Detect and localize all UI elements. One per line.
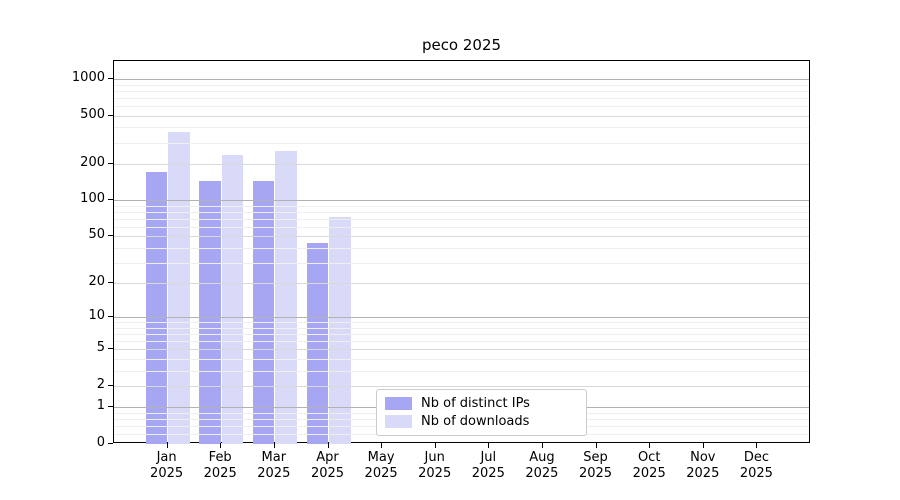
minor-gridline (114, 127, 809, 129)
chart-title: peco 2025 (421, 36, 502, 54)
y-tick-label: 50 (88, 227, 105, 243)
legend-swatch-distinct-ips (385, 397, 412, 410)
y-tick-label: 200 (80, 154, 105, 170)
x-axis-tick (327, 443, 329, 448)
x-tick-label: Apr 2025 (310, 450, 345, 481)
x-axis-tick (381, 443, 383, 448)
minor-gridline (114, 142, 809, 144)
y-axis-tick (108, 78, 113, 79)
x-tick-label: Jul 2025 (471, 450, 505, 481)
minor-gridline (114, 218, 809, 220)
minor-gridline (114, 211, 809, 213)
bar-distinct-ips (252, 180, 275, 444)
x-axis-tick (595, 443, 597, 448)
minor-gridline (114, 322, 809, 324)
major-gridline (114, 200, 809, 202)
x-axis-tick (702, 443, 704, 448)
minor-gridline (114, 106, 809, 107)
bar-downloads (168, 132, 190, 444)
y-axis-tick (108, 162, 113, 164)
bar-distinct-ips (199, 180, 221, 444)
legend-label-distinct-ips: Nb of distinct IPs (421, 396, 530, 411)
bar-distinct-ips (145, 172, 168, 444)
x-tick-label: Nov 2025 (686, 450, 720, 481)
y-axis-tick (108, 385, 113, 386)
bar-downloads (329, 216, 351, 444)
x-tick-label: Feb 2025 (203, 450, 237, 481)
legend-entry-downloads: Nb of downloads (385, 414, 578, 429)
major-gridline (114, 163, 809, 165)
x-axis-tick (220, 443, 222, 448)
y-axis-tick (108, 282, 113, 284)
y-tick-label: 500 (80, 106, 105, 122)
minor-gridline (114, 327, 809, 329)
minor-gridline (114, 90, 809, 92)
major-gridline (114, 386, 809, 387)
x-tick-label: Jun 2025 (418, 450, 452, 481)
y-axis-tick (108, 235, 113, 237)
y-tick-label: 5 (96, 340, 105, 356)
x-axis-tick (166, 443, 168, 448)
minor-gridline (114, 205, 809, 207)
major-gridline (114, 317, 809, 319)
x-tick-label: Dec 2025 (739, 450, 773, 481)
x-tick-label: Sep 2025 (578, 450, 613, 481)
minor-gridline (114, 247, 809, 249)
minor-gridline (114, 84, 809, 86)
minor-gridline (114, 334, 809, 336)
x-axis-tick (756, 443, 758, 448)
y-tick-label: 20 (88, 274, 105, 290)
legend-entry-distinct-ips: Nb of distinct IPs (385, 396, 578, 411)
bar-downloads (275, 151, 297, 444)
major-gridline (114, 349, 809, 351)
major-gridline (114, 283, 809, 285)
x-axis-tick (488, 443, 490, 448)
x-axis-tick (434, 443, 436, 448)
minor-gridline (114, 262, 809, 264)
y-tick-label: 1 (96, 398, 105, 414)
x-tick-label: Mar 2025 (257, 450, 291, 481)
y-axis-tick (108, 406, 113, 408)
major-gridline (114, 79, 809, 80)
y-tick-label: 0 (96, 435, 105, 450)
major-gridline (114, 236, 809, 238)
y-axis-tick (108, 199, 113, 201)
x-tick-label: May 2025 (364, 450, 398, 481)
x-tick-label: Aug 2025 (525, 450, 559, 481)
minor-gridline (114, 97, 809, 99)
legend-label-downloads: Nb of downloads (421, 414, 530, 429)
y-tick-label: 100 (80, 191, 105, 207)
bar-downloads (221, 155, 244, 444)
y-axis-tick (108, 348, 113, 350)
y-axis-tick (108, 443, 113, 444)
x-axis-tick (541, 443, 543, 448)
legend: Nb of distinct IPs Nb of downloads (376, 389, 587, 436)
legend-swatch-downloads (385, 415, 412, 428)
minor-gridline (114, 226, 809, 228)
x-tick-label: Jan 2025 (150, 450, 184, 481)
x-axis-tick (649, 443, 651, 448)
x-tick-label: Oct 2025 (632, 450, 666, 481)
bar-distinct-ips (306, 242, 328, 444)
minor-gridline (114, 359, 809, 360)
x-axis-tick (273, 443, 275, 448)
y-tick-label: 1000 (71, 70, 105, 85)
y-tick-label: 2 (96, 377, 105, 392)
major-gridline (114, 115, 809, 117)
y-axis-tick (108, 316, 113, 318)
minor-gridline (114, 341, 809, 343)
minor-gridline (114, 370, 809, 372)
y-tick-label: 10 (88, 308, 105, 324)
plot-area (113, 60, 810, 444)
y-axis-tick (108, 114, 113, 116)
